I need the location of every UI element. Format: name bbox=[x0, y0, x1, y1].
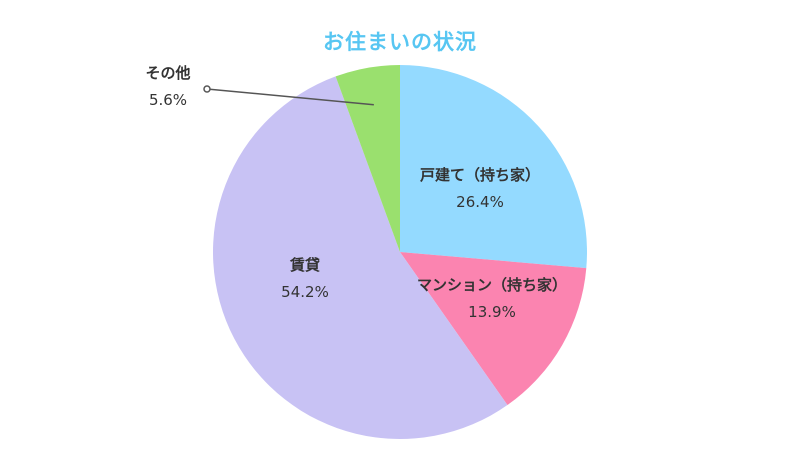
pie-slice-2 bbox=[400, 252, 587, 406]
slice-label-2: マンション（持ち家） bbox=[417, 276, 567, 294]
slice-value-2: 13.9% bbox=[468, 303, 516, 321]
slice-label-1: 戸建て（持ち家） bbox=[420, 166, 540, 184]
slice-label-4: その他 bbox=[145, 64, 190, 82]
pie-slice-3 bbox=[213, 76, 508, 439]
pie-slice-1 bbox=[400, 65, 587, 269]
slice-label-3: 賃貸 bbox=[289, 256, 320, 274]
slice-value-3: 54.2% bbox=[281, 283, 329, 301]
leader-dot-4 bbox=[203, 85, 211, 93]
leader-line-4 bbox=[206, 88, 374, 106]
pie-slice-4 bbox=[335, 65, 400, 252]
slice-value-1: 26.4% bbox=[456, 193, 504, 211]
chart-title: お住まいの状況 bbox=[323, 30, 477, 54]
slice-value-4: 5.6% bbox=[149, 91, 187, 109]
